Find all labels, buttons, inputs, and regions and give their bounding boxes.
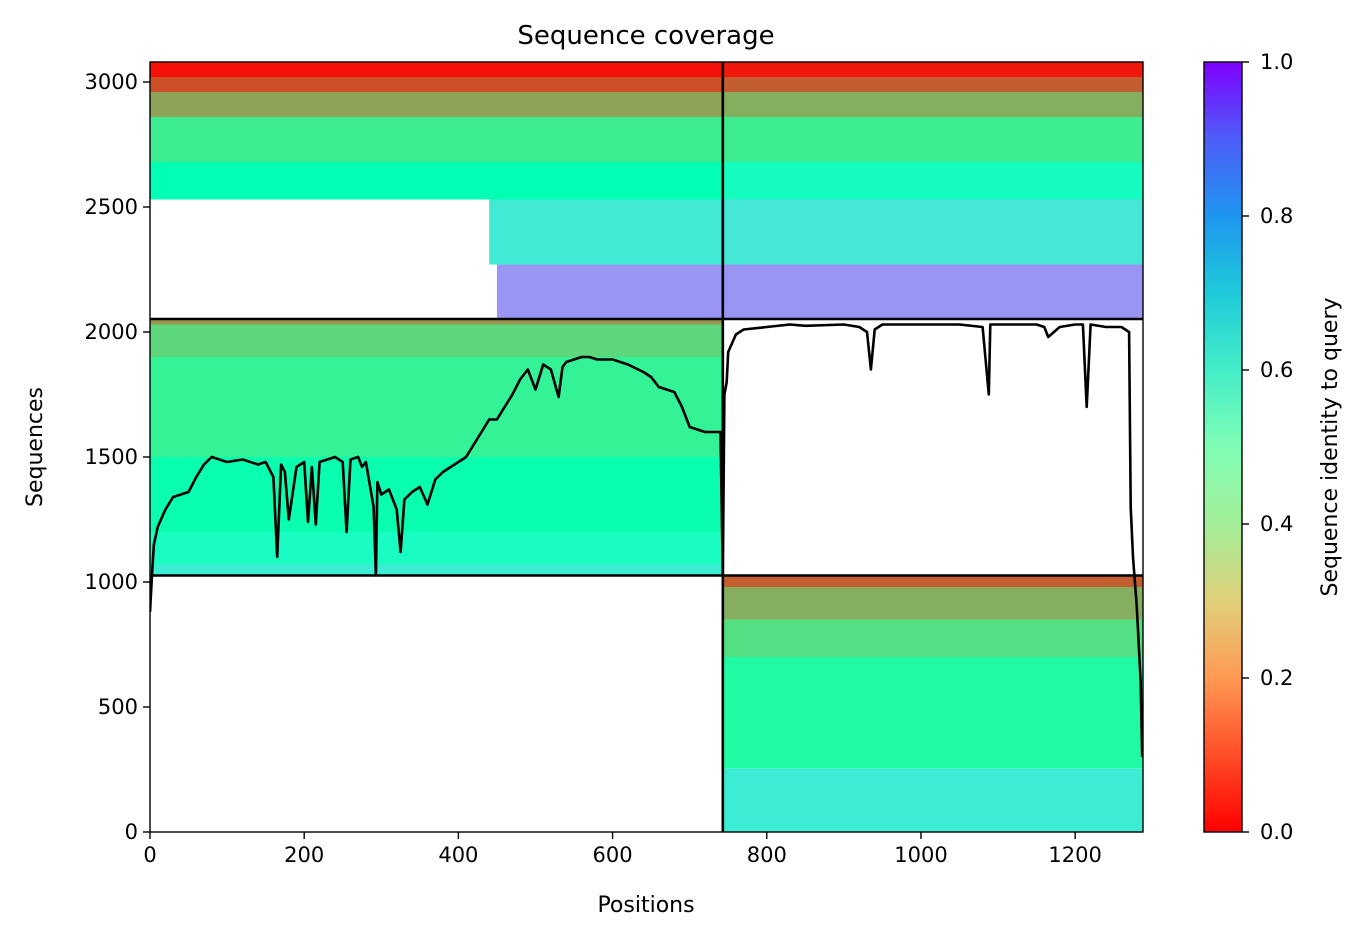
colorbar-tick-label-1: 0.2 [1260, 666, 1293, 690]
colorbar-tick-label-3: 0.6 [1260, 358, 1293, 382]
coverage-band-1-6 [722, 264, 1143, 319]
y-tick-label-1: 500 [98, 695, 138, 719]
x-tick-label-4: 800 [747, 843, 787, 867]
y-tick-label-0: 0 [125, 820, 138, 844]
coverage-band-1-3 [722, 117, 1143, 162]
coverage-band-1-0 [722, 62, 1143, 77]
y-tick-label-6: 3000 [85, 70, 138, 94]
x-tick-label-6: 1200 [1048, 843, 1101, 867]
colorbar-tick-label-2: 0.4 [1260, 512, 1293, 536]
colorbar-tick-label-4: 0.8 [1260, 204, 1293, 228]
plot-area [150, 62, 1143, 832]
x-tick-label-1: 200 [284, 843, 324, 867]
colorbar-title: Sequence identity to query [1318, 297, 1343, 596]
coverage-band-1-2 [722, 92, 1143, 117]
x-tick-label-2: 400 [438, 843, 478, 867]
coverage-band-0-2 [150, 92, 723, 117]
coverage-band-0-0 [150, 62, 723, 77]
coverage-band-0-4 [150, 162, 723, 200]
colorbar-tick-label-0: 0.0 [1260, 820, 1293, 844]
coverage-band-1-1 [722, 77, 1143, 92]
coverage-band-2-0 [150, 319, 723, 325]
coverage-band-3-1 [722, 587, 1143, 620]
coverage-band-3-4 [722, 768, 1143, 832]
coverage-band-1-5 [722, 199, 1143, 265]
coverage-band-0-6 [496, 264, 723, 319]
coverage-band-2-4 [150, 532, 723, 565]
coverage-band-0-5 [489, 199, 723, 265]
x-axis-title: Positions [597, 893, 694, 918]
colorbar-tick-label-5: 1.0 [1260, 50, 1293, 74]
chart-title: Sequence coverage [517, 21, 774, 51]
y-tick-label-3: 1500 [85, 445, 138, 469]
coverage-band-0-1 [150, 77, 723, 92]
y-tick-label-2: 1000 [85, 570, 138, 594]
coverage-line [150, 323, 1143, 758]
x-tick-label-0: 0 [143, 843, 156, 867]
coverage-band-2-2 [150, 357, 723, 457]
coverage-band-3-3 [722, 657, 1143, 769]
identity-heatmap [150, 62, 1143, 832]
x-axis: 0 200 400 600 800 1000 1200 [143, 832, 1102, 867]
coverage-band-2-3 [150, 457, 723, 532]
y-tick-label-5: 2500 [85, 195, 138, 219]
plot-frame [149, 61, 1144, 833]
x-tick-label-5: 1000 [894, 843, 947, 867]
coverage-band-2-5 [150, 564, 723, 576]
coverage-band-3-0 [722, 575, 1143, 587]
coverage-band-0-3 [150, 117, 723, 162]
colorbar-gradient [1203, 61, 1243, 833]
y-tick-label-4: 2000 [85, 320, 138, 344]
colorbar: 0.0 0.2 0.4 0.6 0.8 1.0 Sequence identity to … [1203, 50, 1343, 844]
y-axis-title: Sequences [23, 387, 48, 507]
coverage-band-3-2 [722, 619, 1143, 657]
colorbar-axis: 0.0 0.2 0.4 0.6 0.8 1.0 [1242, 50, 1293, 844]
x-tick-label-3: 600 [593, 843, 633, 867]
coverage-band-1-4 [722, 162, 1143, 200]
y-axis: 0 500 1000 1500 2000 2500 3000 [85, 70, 150, 844]
coverage-band-2-1 [150, 324, 723, 357]
